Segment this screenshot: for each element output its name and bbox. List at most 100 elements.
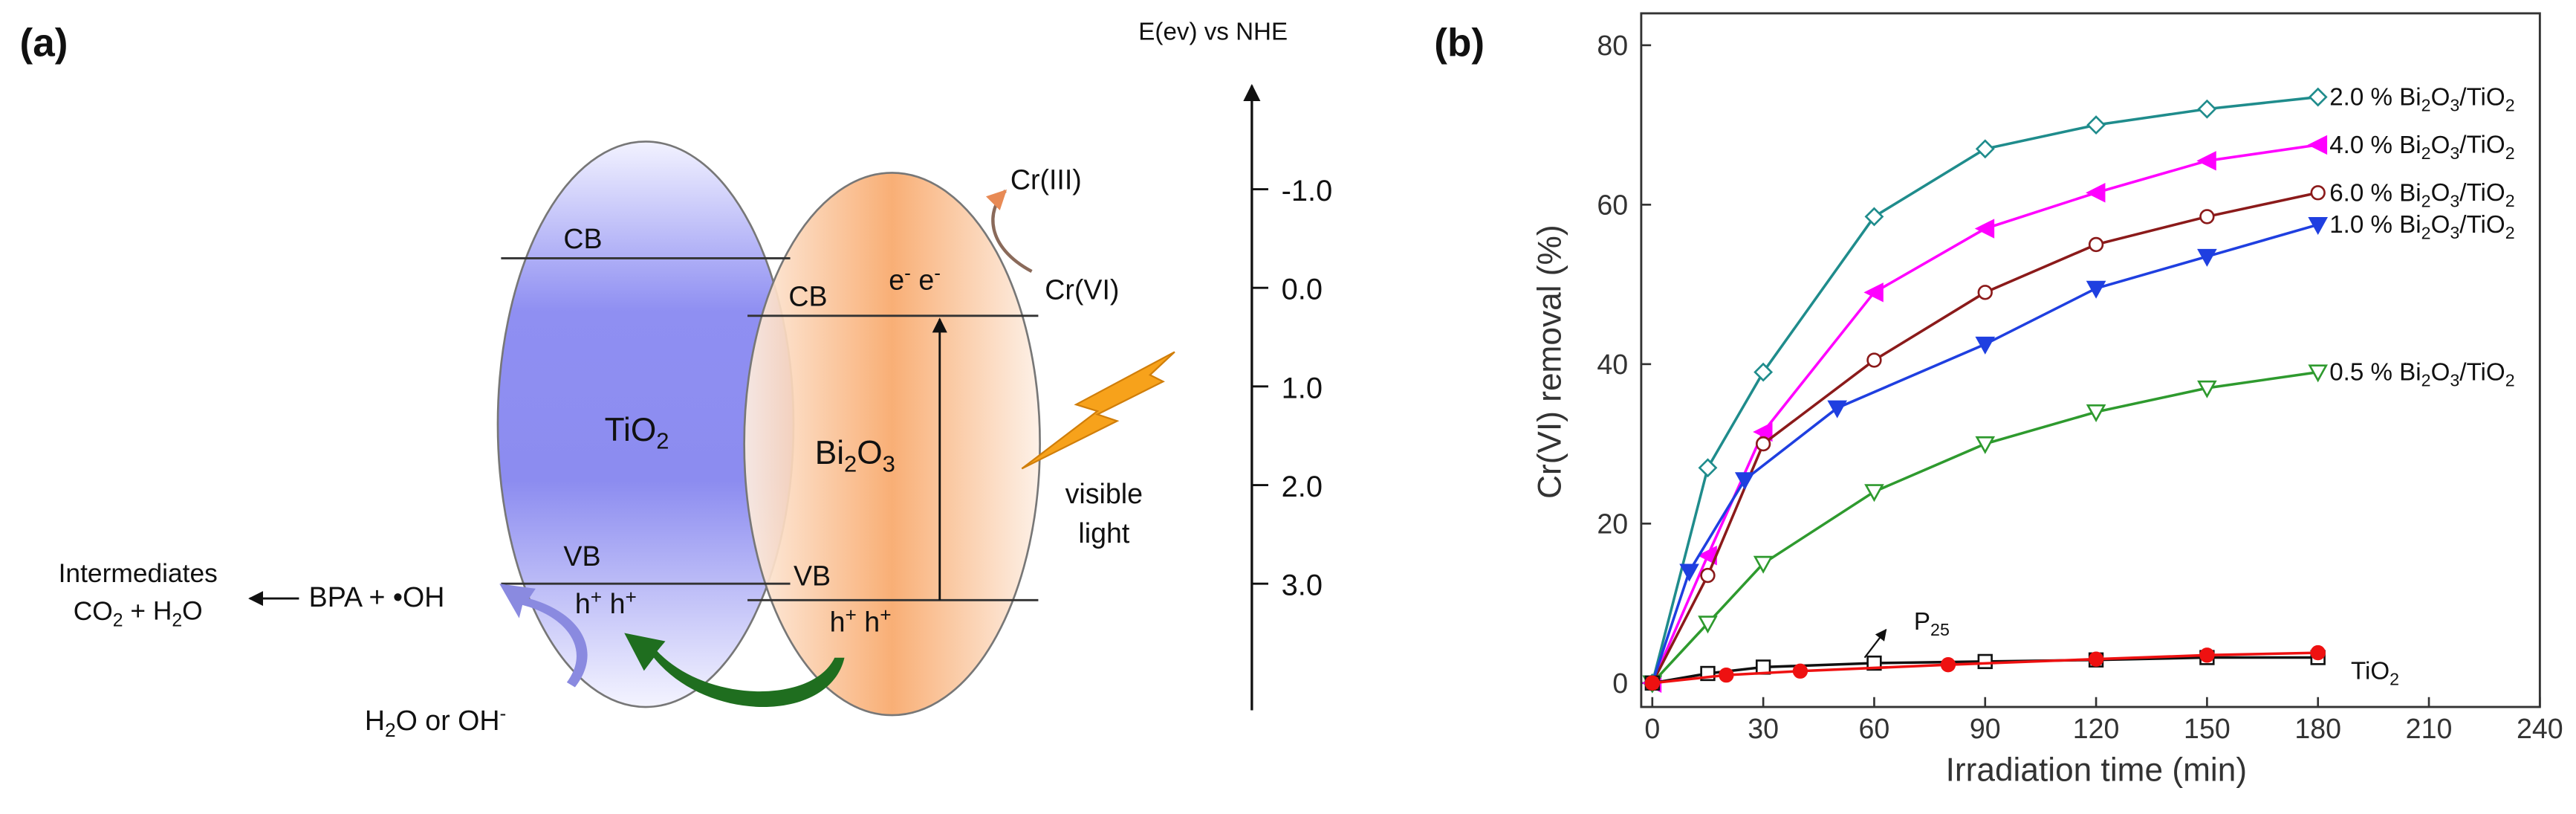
point — [1753, 362, 1774, 382]
series-line — [1651, 143, 2318, 684]
point — [2197, 380, 2217, 398]
x-tick-label: 150 — [2184, 713, 2231, 744]
point — [2308, 364, 2329, 383]
source: H2​O or OH-​ — [365, 702, 506, 742]
panel-label: (a) — [20, 21, 68, 65]
series-label: 6.0 % Bi2​O3​/TiO2​ — [2329, 179, 2514, 210]
point — [2088, 651, 2104, 667]
series-label: TiO2​ — [2351, 657, 2399, 688]
series-line — [1651, 370, 2318, 685]
y-tick-label: 80 — [1597, 30, 1628, 61]
point — [1700, 567, 1716, 584]
point — [1679, 563, 1699, 582]
point — [2086, 183, 2106, 203]
x-tick-label: 30 — [1748, 713, 1779, 744]
series-line — [1651, 223, 2319, 684]
point — [2307, 135, 2328, 155]
panel-label: (b) — [1434, 21, 1485, 65]
tio2-label: TiO2​ — [605, 412, 669, 454]
x-tick-label: 120 — [2073, 713, 2120, 744]
point — [1975, 336, 1996, 355]
point — [1753, 421, 1773, 442]
annotation-arrow — [1863, 628, 1887, 659]
point — [1940, 657, 1956, 673]
light-label-2: light — [1078, 517, 1129, 549]
light-label-1: visible — [1065, 478, 1143, 509]
point — [1863, 282, 1884, 303]
y-tick-label: 20 — [1597, 508, 1628, 540]
x-tick-label: 0 — [1644, 713, 1660, 744]
x-tick-label: 90 — [1970, 713, 2001, 744]
bi2o3-label: Bi2​O3​ — [815, 435, 895, 477]
cr-reactant: Cr(VI) — [1045, 274, 1119, 306]
bi2o3-vb: VB — [794, 560, 831, 591]
panel-a: (a) CB TiO2​ VB h+​ h+​ CB e-​ e-​ Bi2​O… — [20, 18, 1333, 741]
oxidation-arrow — [499, 584, 588, 688]
point — [2308, 87, 2328, 107]
point — [2310, 645, 2326, 661]
series-line — [1652, 656, 2318, 685]
x-tick-label: 240 — [2517, 713, 2563, 744]
point — [1864, 484, 1884, 503]
point — [1864, 207, 1884, 227]
point — [2086, 404, 2106, 422]
y-axis-label: Cr(VI) removal (%) — [1532, 225, 1568, 499]
point — [1644, 675, 1660, 691]
x-axis-label: Irradiation time (min) — [1946, 752, 2247, 789]
series-line — [1651, 191, 2319, 684]
point — [2088, 236, 2104, 253]
products-1: Intermediates — [59, 559, 218, 588]
energy-tick-label: -1.0 — [1282, 175, 1333, 207]
series-label: P25​ — [1914, 608, 1950, 639]
point — [1977, 285, 1993, 300]
point — [2308, 216, 2329, 235]
point — [1698, 616, 1718, 634]
tio2-cb: CB — [563, 223, 602, 254]
series-label: 2.0 % Bi2​O3​/TiO2​ — [2329, 83, 2514, 114]
series-line — [1651, 95, 2318, 684]
point — [2197, 248, 2217, 267]
point — [2310, 185, 2326, 201]
point — [2199, 647, 2215, 663]
tio2-holes: h+​ h+​ — [575, 586, 637, 619]
point — [1827, 400, 1847, 419]
y-tick-label: 60 — [1597, 190, 1628, 221]
point — [2199, 209, 2215, 225]
point — [1734, 472, 1755, 491]
point — [1792, 663, 1808, 679]
cr-product: Cr(III) — [1010, 164, 1082, 196]
point — [1866, 655, 1882, 671]
cr-arrow — [985, 189, 1033, 274]
point — [2086, 280, 2106, 299]
bi2o3-cb: CB — [788, 281, 827, 312]
bi2o3-ellipse — [743, 172, 1041, 717]
tio2-vb: VB — [563, 540, 600, 572]
point — [1977, 653, 1993, 670]
point — [1975, 139, 1995, 159]
point — [1975, 436, 1996, 454]
plot-frame — [1640, 12, 2541, 708]
series-label: 4.0 % Bi2​O3​/TiO2​ — [2329, 132, 2514, 163]
energy-tick-label: 0.0 — [1282, 274, 1323, 306]
y-tick-label: 0 — [1612, 668, 1628, 699]
oxidant: BPA + •OH — [309, 581, 445, 613]
panel-b: (b) Irradiation time (min) Cr(VI) remova… — [1434, 12, 2563, 789]
lightning — [1021, 351, 1175, 470]
point — [1974, 219, 1995, 239]
x-tick-label: 210 — [2406, 713, 2453, 744]
point — [1753, 555, 1774, 574]
energy-tick-label: 3.0 — [1282, 569, 1323, 602]
y-tick-label: 40 — [1597, 349, 1628, 380]
point — [2197, 99, 2217, 119]
series-label: 0.5 % Bi2​O3​/TiO2​ — [2329, 358, 2514, 390]
x-tick-label: 60 — [1859, 713, 1890, 744]
products-2: CO2​ + H2​O — [74, 596, 203, 630]
series-label: 1.0 % Bi2​O3​/TiO2​ — [2329, 211, 2514, 242]
bi2o3-electrons: e-​ e-​ — [889, 262, 941, 295]
point — [1698, 458, 1718, 478]
energy-tick-label: 1.0 — [1282, 372, 1323, 404]
hole-transfer-arrow — [624, 633, 845, 708]
energy-tick-label: 2.0 — [1282, 471, 1323, 503]
point — [2196, 151, 2216, 171]
